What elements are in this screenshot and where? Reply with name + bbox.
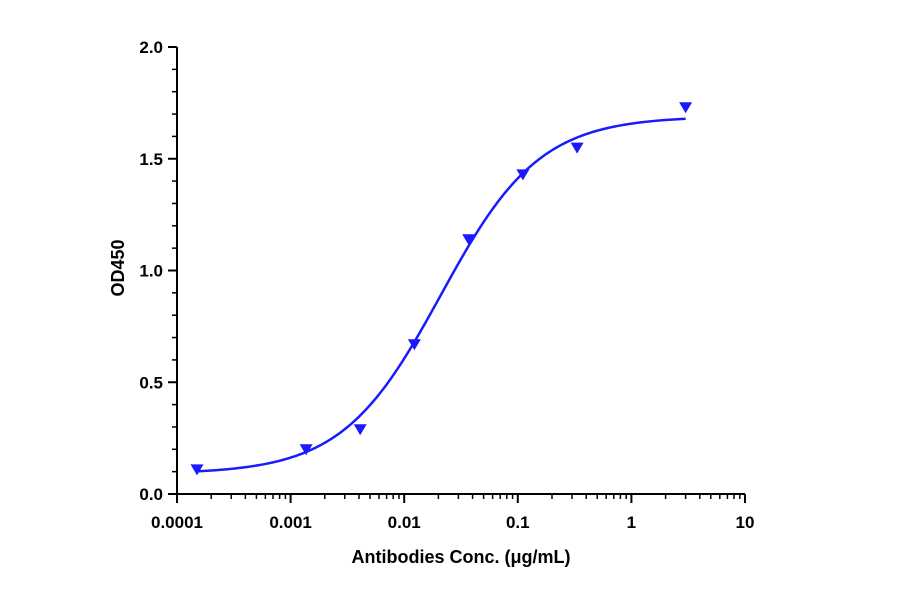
y-tick-label: 1.0 xyxy=(139,262,163,281)
data-point xyxy=(462,234,476,246)
x-tick-label: 10 xyxy=(736,513,755,532)
fit-curve-layer xyxy=(196,117,686,473)
x-axis-title: Antibodies Conc. (μg/mL) xyxy=(352,547,571,567)
x-tick-label: 0.01 xyxy=(388,513,421,532)
y-tick-label: 2.0 xyxy=(139,38,163,57)
x-axis: 0.0001 0.001 0.01 0.1 1 10 xyxy=(151,493,755,532)
data-point xyxy=(407,339,421,351)
y-axis-title: OD450 xyxy=(108,239,128,296)
y-tick-label: 0.5 xyxy=(139,373,163,392)
y-axis: 0.0 0.5 1.0 1.5 2.0 xyxy=(139,38,178,504)
y-tick-label: 0.0 xyxy=(139,485,163,504)
data-point xyxy=(516,169,530,181)
fit-curve xyxy=(196,117,686,473)
data-point xyxy=(190,464,204,476)
data-point xyxy=(679,102,693,114)
data-point xyxy=(570,142,584,154)
y-tick-label: 1.5 xyxy=(139,150,163,169)
x-tick-label: 1 xyxy=(627,513,636,532)
x-tick-label: 0.001 xyxy=(269,513,312,532)
data-point xyxy=(353,424,367,436)
x-tick-label: 0.0001 xyxy=(151,513,203,532)
x-tick-label: 0.1 xyxy=(506,513,530,532)
data-point xyxy=(299,444,313,456)
data-points-layer xyxy=(190,102,693,476)
